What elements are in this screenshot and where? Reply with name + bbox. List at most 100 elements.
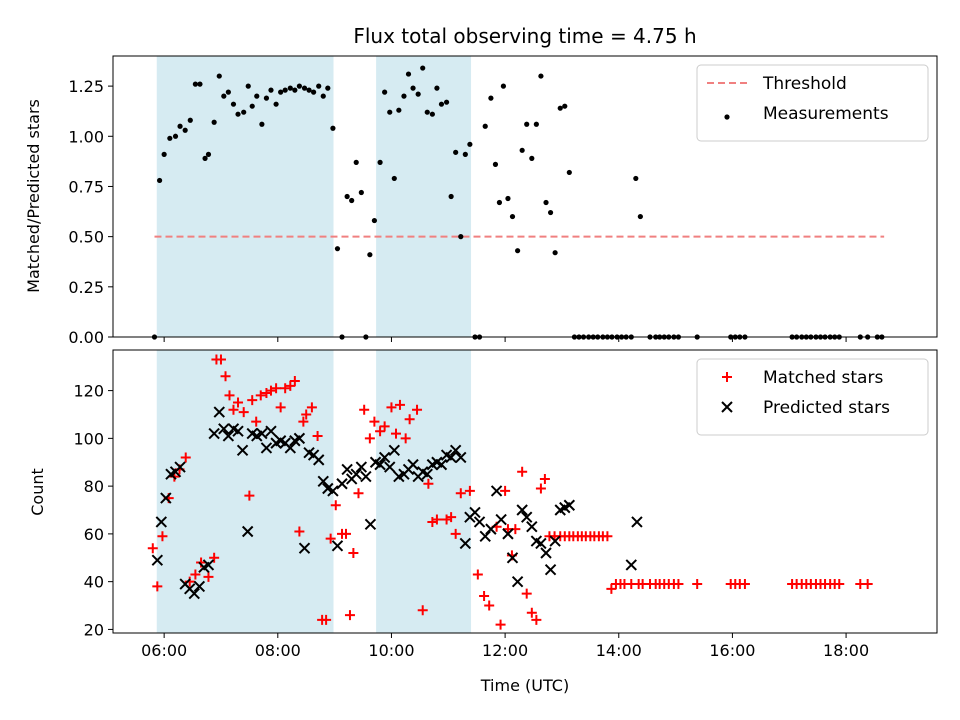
matched-point [271,383,282,394]
predicted-point [490,485,503,497]
matched-point [500,485,511,496]
matched-point [479,590,490,601]
matched-point [391,428,402,439]
matched-point [215,354,226,365]
measurement-point [156,177,163,184]
top-x-axis-ticks [163,337,847,342]
matched-point [450,528,461,539]
matched-point [404,414,415,425]
predicted-point [151,554,164,566]
predicted-point [455,451,467,464]
predicted-point [360,470,372,483]
predicted-point [236,444,249,457]
measurement-point [167,135,173,141]
matched-point [386,402,397,413]
predicted-point [331,540,344,552]
measurement-point [245,83,251,89]
y-tick-label: 20 [84,620,104,639]
matched-point [412,404,423,415]
predicted-point [445,451,457,464]
matched-point [673,579,684,590]
measurement-point [306,87,312,93]
measurement-point [500,83,507,89]
legend-label: Predicted stars [763,398,890,418]
matched-point [375,426,386,437]
measurement-point [482,123,488,129]
matched-point [157,531,168,542]
predicted-point [459,537,472,550]
predicted-point [526,521,538,533]
top-y-axis-label: Matched/Predicted stars [24,99,43,293]
top-legend: Threshold Measurements [696,64,929,142]
matched-point [244,490,255,501]
matched-point [289,376,300,387]
measurement-point [254,93,260,99]
predicted-point [374,458,386,471]
measurement-point [316,83,322,89]
matched-point [359,404,370,415]
legend-label: Threshold [762,74,847,94]
y-tick-label: 0.00 [68,328,104,347]
matched-point [152,581,163,592]
matched-point [306,402,317,413]
measurement-point [538,73,544,79]
measurement-point [492,161,499,167]
matched-point [692,579,703,590]
matched-point [423,478,434,489]
measurement-point [221,93,227,99]
measurement-point [496,199,503,206]
measurement-point [391,175,397,182]
measurement-point [533,121,539,127]
predicted-point [421,468,433,480]
x-tick-label: 06:00 [141,641,187,660]
measurement-point [263,95,270,101]
matched-point [255,390,266,401]
predicted-point [218,423,230,435]
matched-point [203,571,214,582]
predicted-point [495,513,507,526]
matched-point [455,488,466,499]
shaded-interval-1 [156,350,334,633]
measurement-point [424,109,430,115]
measurement-point [401,93,407,99]
measurement-point [458,234,464,240]
measurement-point [505,195,511,202]
matched-point [526,607,537,618]
measurement-point [268,87,274,93]
predicted-point [516,504,528,516]
predicted-point [208,427,220,440]
measurement-point [467,141,473,147]
measurement-point [216,73,222,79]
measurement-point [543,199,549,206]
y-tick-label: 80 [84,477,104,496]
matched-point [340,528,351,539]
predicted-point [317,475,329,488]
matched-point [251,416,262,427]
predicted-point [563,499,576,511]
matched-point [190,569,201,580]
bottom-x-axis-ticks: 06:00 08:00 10:00 12:00 14:00 16:00 18:00 [141,633,869,660]
matched-point [325,533,336,544]
measurement-point [192,81,198,87]
predicted-point [520,511,533,523]
measurement-point [273,101,279,107]
legend-matched-swatch [722,372,732,382]
x-tick-label: 10:00 [368,641,414,660]
predicted-point [155,516,168,528]
matched-point [484,600,495,611]
predicted-point [355,461,368,473]
measurement-point [177,123,183,129]
matched-point [312,430,323,441]
measurement-point [443,99,450,105]
matched-point [400,433,411,444]
measurement-point [429,111,435,117]
matched-point [301,409,312,420]
bottom-plot-series [148,355,873,630]
measurement-point [529,155,535,161]
x-tick-label: 12:00 [482,641,528,660]
predicted-point [473,516,486,528]
measurement-point [172,133,179,139]
chart-title: Flux total observing time = 4.75 h [353,24,696,48]
x-axis-label: Time (UTC) [480,676,569,695]
